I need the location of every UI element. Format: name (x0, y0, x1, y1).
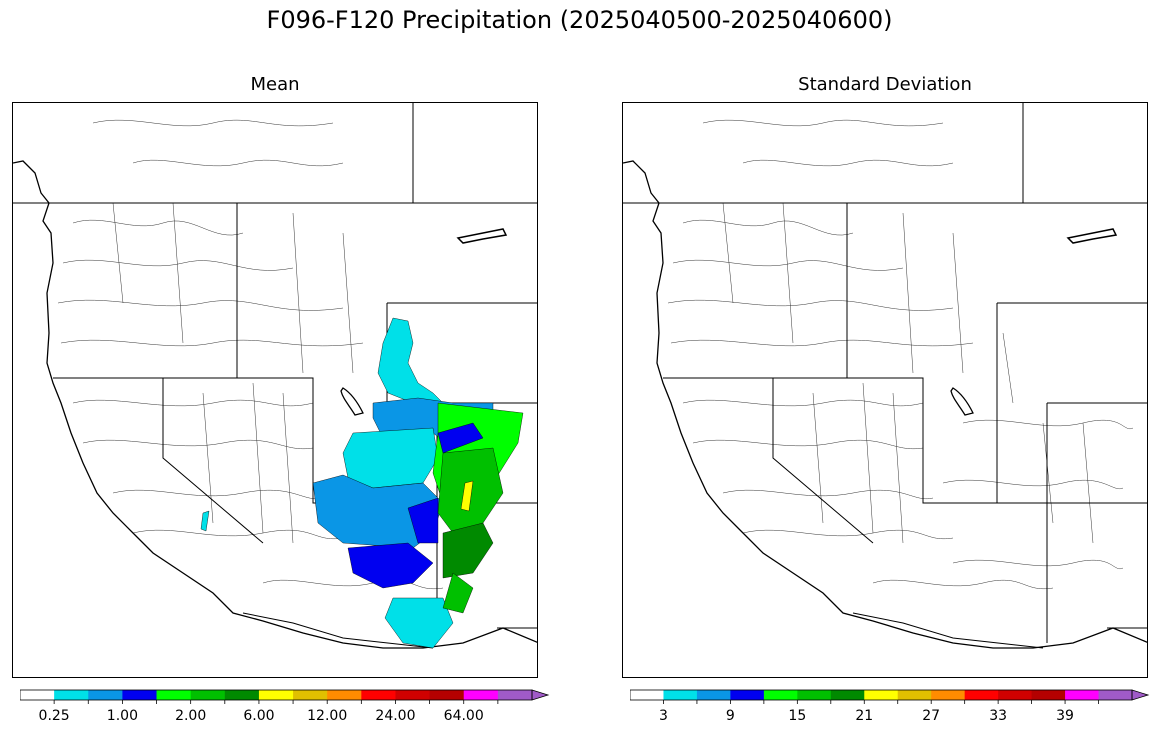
colorbar-swatch (224, 690, 260, 700)
colorbar-outline (629, 689, 1133, 701)
colorbar-mean: 0.25 1.00 2.00 6.00 12.00 24.00 64.00 (19, 688, 550, 728)
colorbar-swatch (663, 690, 698, 700)
colorbar-swatch (864, 690, 899, 700)
colorbar-tick-label: 1.00 (106, 708, 138, 724)
colorbar-swatch (897, 690, 932, 700)
watershed-lines (57, 119, 444, 590)
colorbar-swatch (1031, 690, 1066, 700)
colorbar-tick-label: 21 (855, 708, 874, 724)
colorbar-swatch (156, 690, 192, 700)
colorbar-std-bar (629, 689, 1150, 704)
colorbar-tick-label: 3 (658, 708, 668, 724)
lake-outline (1066, 228, 1118, 244)
colorbar-swatch (293, 690, 328, 700)
map-std (622, 102, 1148, 678)
colorbar-swatch (395, 690, 431, 700)
map-mean-canvas (13, 103, 537, 649)
watershed-lines (667, 119, 1134, 590)
colorbar-tick-label: 27 (922, 708, 941, 724)
coastline (13, 160, 537, 649)
panel-title-mean: Mean (250, 74, 300, 95)
colorbar-mean-bar (19, 689, 550, 704)
colorbar-swatch (258, 690, 294, 700)
colorbar-swatch (122, 690, 158, 700)
colorbar-tick-label: 12.00 (307, 708, 348, 724)
map-mean (12, 102, 538, 678)
figure-title: F096-F120 Precipitation (2025040500-2025… (266, 6, 893, 34)
colorbar-swatch (361, 690, 396, 700)
colorbar-tick-label: 33 (989, 708, 1008, 724)
colorbar-swatch (630, 690, 664, 700)
colorbar-swatch (998, 690, 1033, 700)
great-salt-lake (340, 387, 364, 416)
colorbar-tick-label: 24.00 (375, 708, 416, 724)
colorbar-swatch (1098, 690, 1133, 700)
colorbar-extend-arrow (531, 689, 550, 701)
colorbar-swatch (190, 690, 226, 700)
colorbar-tick-label: 2.00 (175, 708, 207, 724)
colorbar-swatch (964, 690, 999, 700)
coastline (623, 160, 1147, 649)
lake-outline (456, 228, 508, 244)
colorbar-tick-label: 0.25 (38, 708, 70, 724)
colorbar-swatch (327, 690, 362, 700)
colorbar-tick-label: 64.00 (443, 708, 484, 724)
colorbar-swatch (1065, 690, 1100, 700)
state-borders (623, 103, 1147, 649)
colorbar-tick-label: 15 (788, 708, 807, 724)
colorbar-outline (19, 689, 533, 701)
colorbar-swatch (730, 690, 765, 700)
map-std-canvas (623, 103, 1147, 649)
colorbar-tick-label: 39 (1056, 708, 1074, 724)
colorbar-swatch (497, 690, 533, 700)
great-salt-lake (950, 387, 974, 416)
colorbar-tick-label: 6.00 (243, 708, 275, 724)
colorbar-extend-arrow (1131, 689, 1150, 701)
colorbar-swatch (463, 690, 499, 700)
colorbar-tick-label: 9 (725, 708, 735, 724)
colorbar-swatch (830, 690, 865, 700)
colorbar-std: 3 9 15 21 27 33 39 (629, 688, 1150, 728)
precip-regions (200, 317, 524, 649)
colorbar-swatch (696, 690, 731, 700)
colorbar-swatch (20, 690, 55, 700)
colorbar-swatch (54, 690, 89, 700)
colorbar-swatch (429, 690, 465, 700)
colorbar-swatch (88, 690, 123, 700)
colorbar-swatch (931, 690, 966, 700)
colorbar-swatch (797, 690, 832, 700)
panel-title-std: Standard Deviation (798, 74, 972, 95)
colorbar-swatch (763, 690, 798, 700)
